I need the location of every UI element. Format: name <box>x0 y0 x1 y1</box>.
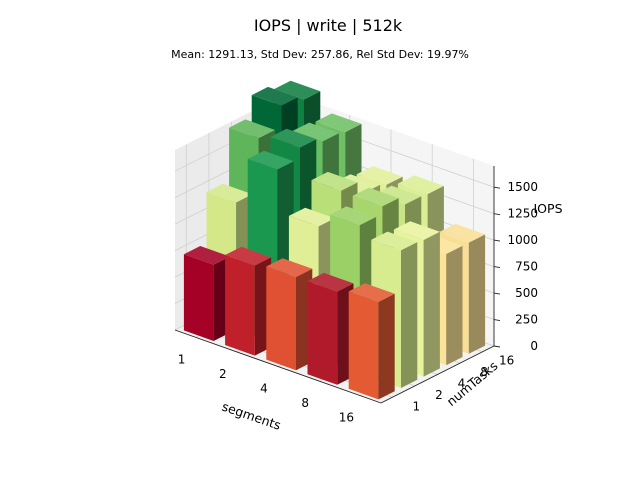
bar-top-face <box>225 246 272 266</box>
bar-4-1 <box>266 258 313 371</box>
x-tick-label: 4 <box>260 382 268 396</box>
bar-2-1 <box>225 246 272 356</box>
bar-front-face <box>225 255 255 356</box>
z-tick-label: 0 <box>530 339 538 353</box>
x-tick-label: 16 <box>339 411 354 425</box>
x-tick-label: 8 <box>301 396 309 410</box>
y-tick-label: 8 <box>480 365 488 379</box>
z-tick-mark <box>493 186 501 189</box>
bar-8-1 <box>307 272 354 385</box>
y-tick-label: 1 <box>412 399 420 413</box>
bar-side-face <box>401 242 418 388</box>
z-tick-mark <box>493 266 501 269</box>
bar-side-face <box>446 245 463 366</box>
z-tick-label: 1000 <box>507 233 538 247</box>
y-tick-label: 4 <box>458 377 466 391</box>
bar-top-face <box>371 231 418 251</box>
bar-top-face <box>348 283 395 302</box>
y-axis-line <box>380 345 495 404</box>
axes <box>174 166 501 404</box>
bar-front-face <box>307 281 338 385</box>
x-tick-label: 2 <box>219 367 227 381</box>
bar-top-face <box>206 183 253 203</box>
x-axis-label: segments <box>220 399 283 433</box>
bar-front-face <box>266 266 296 371</box>
bar-top-face <box>397 175 444 195</box>
bar-top-face <box>247 150 294 170</box>
bar-top-face <box>270 128 317 148</box>
z-tick-label: 500 <box>515 286 538 300</box>
bar-top-face <box>352 187 399 207</box>
bar-top-face <box>393 221 440 240</box>
chart-subtitle: Mean: 1291.13, Std Dev: 257.86, Rel Std … <box>171 48 469 61</box>
bar-side-face <box>468 234 486 354</box>
bar-top-face <box>315 113 362 133</box>
bar-top-face <box>330 206 377 226</box>
x-axis-line <box>174 329 382 404</box>
bar-top-face <box>307 272 354 292</box>
z-tick-mark <box>493 345 501 348</box>
bar-side-face <box>378 293 395 400</box>
bar-1-1 <box>183 246 230 341</box>
z-axis-label: IOPS <box>534 201 563 216</box>
bar-front-face <box>183 254 214 341</box>
y-tick-label: 2 <box>435 388 443 402</box>
x-tick-label: 1 <box>178 352 186 366</box>
z-tick-mark <box>493 292 501 295</box>
z-tick-mark <box>493 239 501 242</box>
z-tick-label: 750 <box>515 260 538 274</box>
bar-top-face <box>292 122 339 142</box>
z-tick-mark <box>493 319 501 321</box>
bar-top-face <box>311 171 358 191</box>
bar-top-face <box>439 223 486 243</box>
bar-top-face <box>288 207 335 227</box>
bar-top-face <box>266 258 313 277</box>
bar-top-face <box>251 86 298 106</box>
z-tick-mark <box>493 213 501 216</box>
z-tick-label: 1250 <box>507 207 538 221</box>
bar-top-face <box>375 185 422 205</box>
bar-16-1 <box>348 283 395 400</box>
bar-top-face <box>229 119 276 139</box>
z-tick-label: 1500 <box>507 180 538 194</box>
z-tick-label: 250 <box>515 313 538 327</box>
chart-title: IOPS | write | 512k <box>254 16 403 35</box>
bar-top-face <box>183 246 230 265</box>
bar-top-face <box>274 80 321 100</box>
bar-top-face <box>356 166 403 185</box>
bar-side-face <box>423 231 440 377</box>
bars <box>183 80 486 400</box>
bar-front-face <box>348 291 379 400</box>
y-tick-label: 16 <box>499 354 514 368</box>
